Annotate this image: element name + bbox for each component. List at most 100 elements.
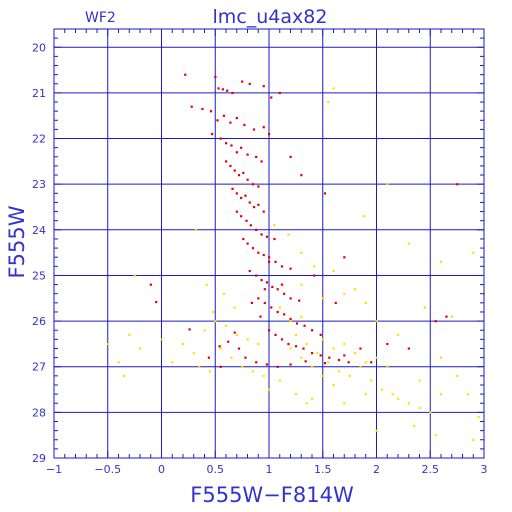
data-point [262, 374, 265, 378]
data-point [466, 393, 470, 396]
x-tick-labels: −1 −0.5 0 0.5 1 1.5 2 2.5 3 [46, 463, 488, 476]
data-point [418, 406, 421, 409]
data-point [255, 228, 258, 232]
data-point [313, 274, 316, 277]
data-point [218, 345, 221, 348]
data-point [171, 361, 174, 364]
data-point [219, 365, 222, 368]
data-point [332, 269, 335, 273]
data-point [263, 301, 266, 305]
data-point [300, 356, 303, 359]
data-point [212, 310, 215, 314]
primary-star-points [149, 73, 459, 368]
data-point [231, 187, 234, 190]
data-point [235, 210, 238, 213]
data-point [243, 123, 246, 127]
data-point [246, 178, 249, 181]
data-point [225, 324, 228, 327]
data-point [407, 242, 410, 245]
data-point [440, 393, 443, 396]
y-tick-label: 29 [32, 452, 46, 465]
data-point [362, 215, 365, 218]
data-point [440, 260, 443, 263]
y-tick-label: 20 [32, 41, 46, 54]
data-point [214, 320, 217, 323]
data-point [423, 306, 427, 309]
data-point [434, 434, 437, 437]
data-point [260, 279, 263, 282]
data-point [265, 235, 269, 238]
data-point [155, 300, 158, 304]
y-tick-label: 28 [32, 406, 46, 419]
data-point [332, 383, 335, 387]
data-point [226, 89, 229, 92]
data-point [227, 340, 230, 343]
data-point [375, 356, 378, 359]
data-point [477, 415, 480, 419]
data-point [274, 333, 277, 336]
data-point [106, 342, 109, 346]
data-point [370, 361, 373, 364]
data-point [386, 342, 389, 346]
data-point [231, 91, 234, 95]
data-point [319, 333, 322, 336]
data-point [252, 205, 256, 209]
tick-marks [53, 29, 485, 459]
data-point [283, 292, 286, 295]
data-point [244, 356, 247, 359]
data-point [278, 379, 281, 382]
data-point [219, 347, 222, 350]
data-point [211, 132, 214, 136]
data-point [380, 388, 384, 391]
data-point [248, 201, 251, 204]
data-point [311, 397, 314, 400]
x-tick-label: 0 [158, 463, 165, 476]
data-point [262, 126, 265, 129]
data-point [188, 328, 191, 331]
data-point [364, 301, 367, 305]
data-point [413, 425, 416, 428]
x-axis-label: F555W−F814W [190, 483, 354, 507]
data-point [305, 402, 308, 405]
data-point [229, 164, 232, 168]
y-tick-label: 22 [32, 133, 46, 146]
data-point [265, 281, 269, 284]
data-point [289, 297, 292, 300]
data-point [225, 160, 228, 163]
data-point [263, 288, 266, 291]
data-point [139, 347, 142, 350]
data-point [354, 352, 357, 355]
data-point [294, 393, 298, 396]
data-point [294, 333, 298, 336]
data-point [235, 333, 238, 336]
data-point [328, 356, 331, 359]
data-point [240, 146, 243, 149]
data-point [313, 265, 316, 268]
data-point [257, 297, 260, 300]
data-point [472, 251, 475, 254]
data-point [359, 365, 362, 368]
data-point [386, 183, 389, 186]
data-point [343, 292, 346, 295]
data-point [280, 283, 284, 286]
data-point [375, 320, 378, 323]
data-point [203, 329, 206, 332]
x-tick-label: 2 [373, 463, 380, 476]
data-point [268, 388, 271, 391]
data-point [327, 361, 330, 364]
data-point [289, 267, 292, 270]
data-point [302, 347, 305, 350]
data-point [242, 171, 245, 174]
data-point [190, 105, 193, 108]
y-tick-labels: 20 21 22 23 24 25 26 27 28 29 [32, 41, 46, 465]
data-point [205, 283, 208, 286]
y-tick-label: 23 [32, 178, 46, 191]
data-point [278, 91, 281, 95]
data-point [343, 256, 346, 259]
data-point [241, 365, 244, 368]
data-point [233, 169, 236, 172]
data-point [246, 153, 249, 156]
data-point [418, 379, 421, 382]
data-point [237, 347, 241, 350]
